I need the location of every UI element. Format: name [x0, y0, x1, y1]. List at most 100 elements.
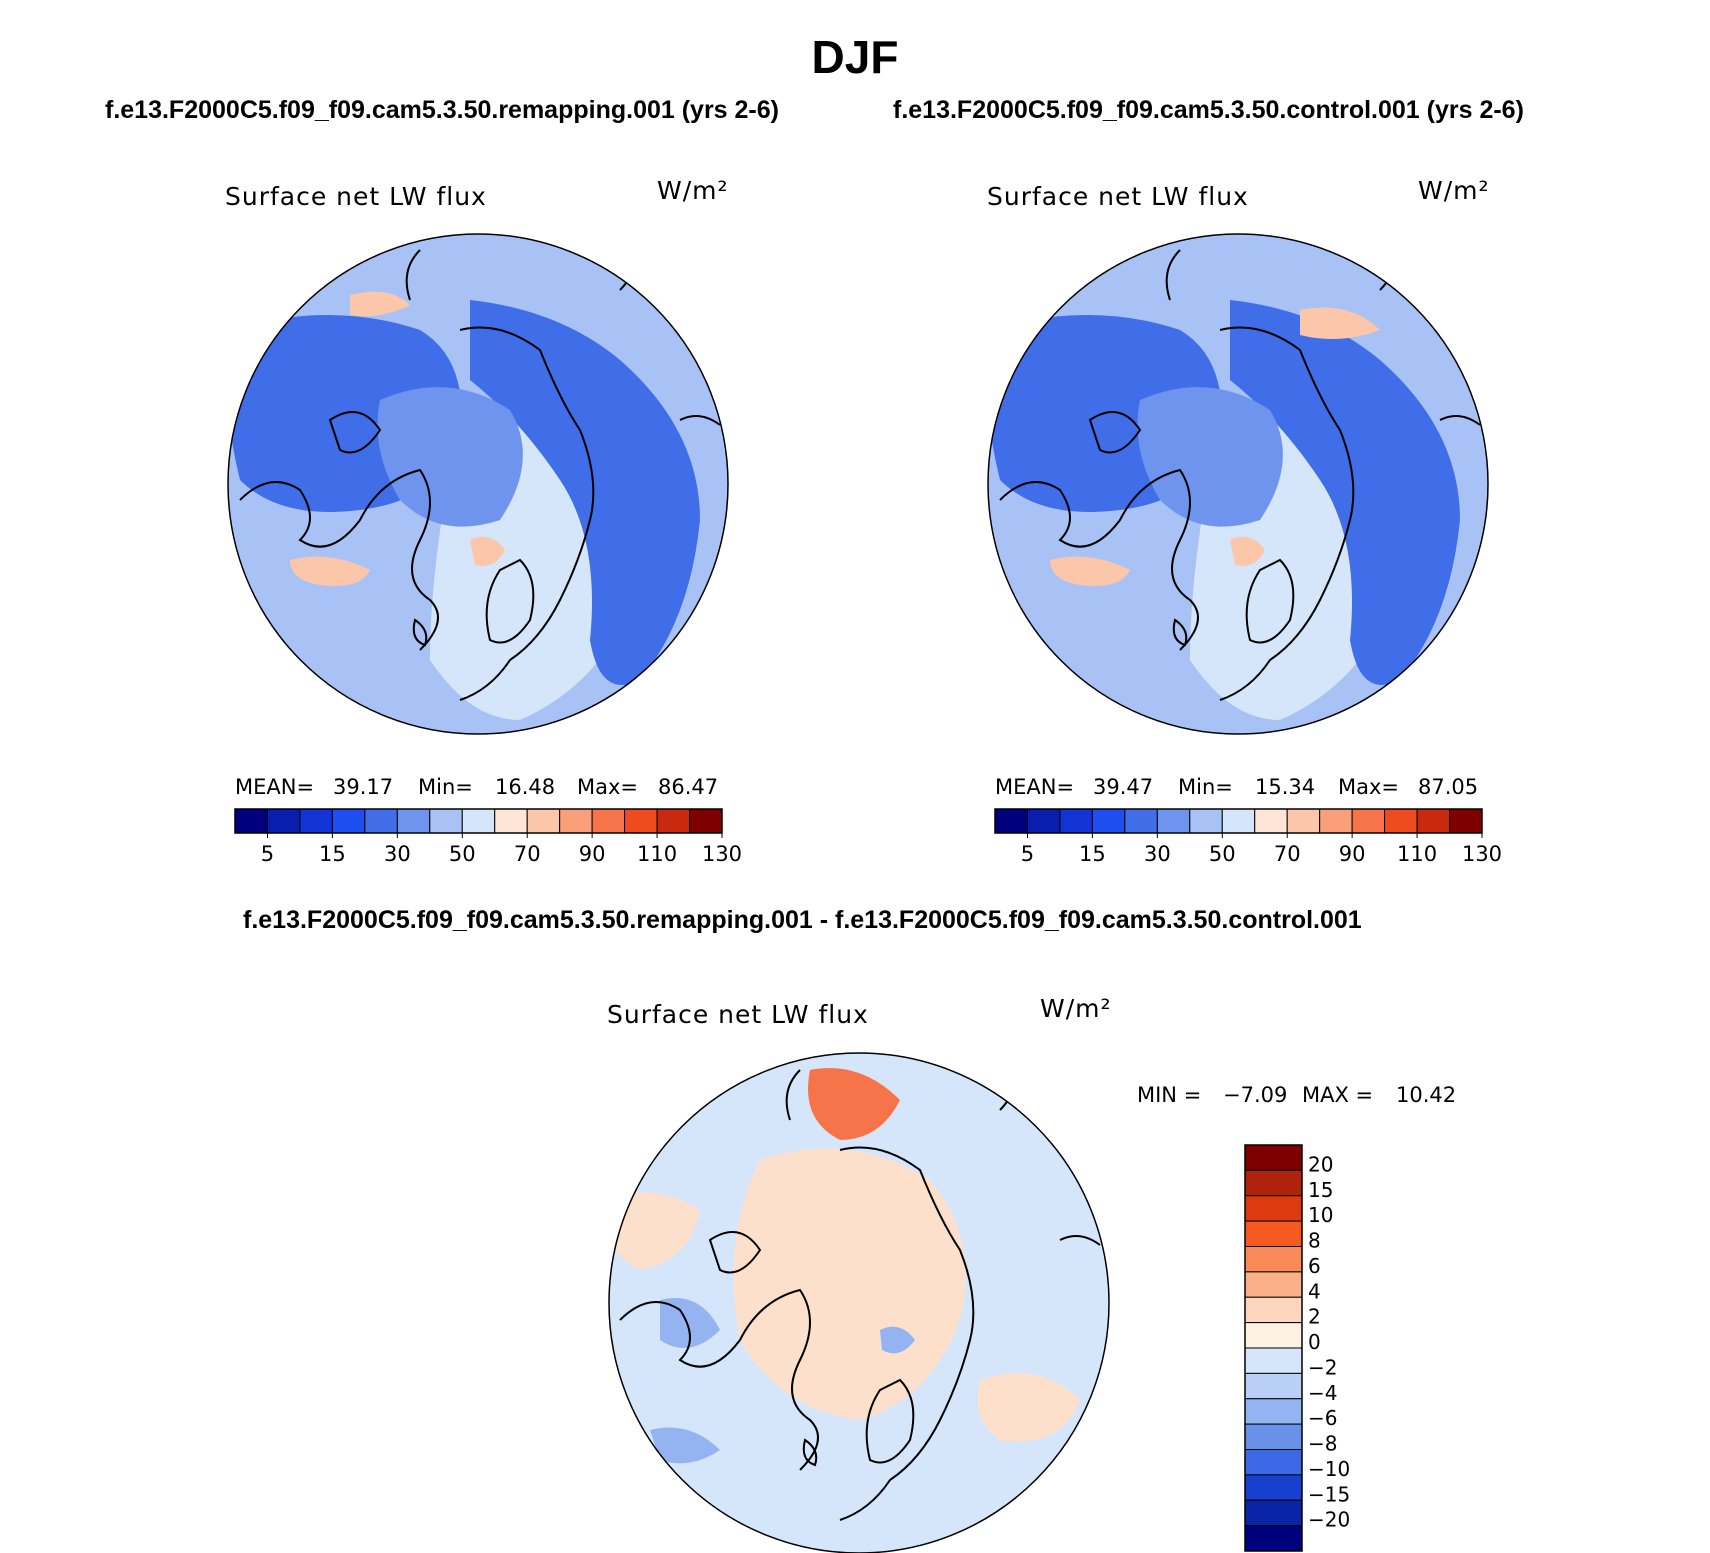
panel1-max-value: 86.47 [658, 775, 719, 799]
panel1-colorbar-box [234, 808, 268, 834]
panel1-colorbar-label: 5 [261, 842, 274, 866]
panel3-colorbar-box [1244, 1449, 1303, 1476]
panel2-colorbar-label: 70 [1274, 842, 1301, 866]
panel1-colorbar-box [396, 808, 431, 834]
colorbars: 5 15 30 50 70 90 110 130 5 15 30 50 70 90 110 130201510… [234, 808, 1502, 1552]
panel1-colorbar-box [331, 808, 366, 834]
panel2-colorbar-box [1091, 808, 1126, 834]
panel2-min-value: 15.34 [1255, 775, 1316, 799]
panel3-colorbar-box [1244, 1347, 1303, 1374]
panel1-colorbar-box [266, 808, 301, 834]
panel3-colorbar-label: 2 [1308, 1305, 1321, 1329]
panel2-colorbar-label: 50 [1209, 842, 1236, 866]
panel1-coastlines [239, 249, 721, 701]
panel2-mean-value: 39.47 [1093, 775, 1154, 799]
panel1-max-label: Max= [577, 775, 639, 799]
panel3-cool-patch-c [650, 1427, 720, 1464]
panel3-min-label: MIN = [1137, 1083, 1202, 1107]
panel1-min-value: 16.48 [495, 775, 556, 799]
panel3-colorbar-label: 4 [1308, 1279, 1321, 1303]
panel2-min-label: Min= [1178, 775, 1233, 799]
panel1-mean-value: 39.17 [333, 775, 394, 799]
panel1-colorbar-box [461, 808, 496, 834]
panel1-colorbar-box [656, 808, 691, 834]
panel3-units-label: W/m² [1040, 994, 1112, 1023]
panel2-colorbar-box [1124, 808, 1158, 834]
panel1-variable-label: Surface net LW flux [225, 182, 487, 211]
panel3-colorbar-frame [1244, 1144, 1303, 1552]
panel3-colorbar-box [1244, 1322, 1303, 1349]
panel1-map-border [227, 233, 729, 735]
panel2-colorbar-label: 110 [1397, 842, 1437, 866]
panel2-warm-patch-a [1050, 556, 1130, 586]
panel2-colorbar-box [1059, 808, 1093, 834]
panel3-colorbar-label: −6 [1308, 1406, 1337, 1430]
panel2-colorbar-box [1384, 808, 1418, 834]
panel2-colorbar-label: 5 [1021, 842, 1034, 866]
panel2-colorbar-label: 90 [1339, 842, 1366, 866]
map-panel3 [608, 1052, 1110, 1553]
panel2-colorbar-box [1416, 808, 1451, 834]
panel3-colorbar-label: −4 [1308, 1381, 1337, 1405]
panel1-colorbar-box [559, 808, 593, 834]
panel2-colorbar-box [1449, 808, 1483, 834]
panel2-arctic-basin [1137, 387, 1283, 527]
panel1-arctic-basin [377, 387, 523, 527]
panel2-colorbar-box [1254, 808, 1288, 834]
panel2-coastlines [999, 249, 1481, 701]
panel3-colorbar-label: −8 [1308, 1432, 1337, 1456]
panel1-min-label: Min= [418, 775, 473, 799]
panel3-colorbar-label: −20 [1308, 1508, 1350, 1532]
panel2-max-label: Max= [1338, 775, 1400, 799]
diff-case-title: f.e13.F2000C5.f09_f09.cam5.3.50.remappin… [243, 906, 1362, 934]
panel2-map-border [987, 233, 1489, 735]
panel2-colorbar-box [1351, 808, 1386, 834]
panel1-colorbar-box [526, 808, 561, 834]
panel3-colorbar-label: 0 [1308, 1330, 1321, 1354]
panel2-colorbar-box [1286, 808, 1321, 834]
panel2-warm-patch-b [1230, 536, 1265, 566]
panel2-colorbar-box [994, 808, 1028, 834]
panel3-hot-spot [808, 1068, 900, 1140]
panel1-colorbar-label: 15 [319, 842, 346, 866]
panel2-field [988, 234, 1488, 734]
panel2-colorbar-label: 130 [1462, 842, 1502, 866]
panel3-colorbar-box [1244, 1246, 1303, 1273]
panel1-field [228, 234, 728, 734]
panel1-colorbar-box [494, 808, 528, 834]
panel3-colorbar-box [1244, 1372, 1303, 1400]
panel3-variable-label: Surface net LW flux [607, 1000, 869, 1029]
panel1-mean-label: MEAN= [235, 775, 315, 799]
panel2-variable-label: Surface net LW flux [987, 182, 1249, 211]
panel3-colorbar-box [1244, 1525, 1303, 1552]
panel3-colorbar-box [1244, 1195, 1303, 1222]
panel1-colorbar-frame [234, 808, 723, 834]
panel3-colorbar-label: 8 [1308, 1229, 1321, 1253]
panel2-colorbar-label: 30 [1144, 842, 1171, 866]
panel2-warm-patch-c [1300, 307, 1380, 339]
panel1-colorbar-box [689, 808, 723, 834]
figure-title: DJF [811, 31, 899, 83]
panel1-colorbar-box [591, 808, 626, 834]
map-panel2 [987, 233, 1489, 735]
panel2-colorbar-box [1189, 808, 1223, 834]
panel2-colorbar-frame [994, 808, 1483, 834]
panel3-colorbar-box [1244, 1169, 1303, 1197]
panel3-colorbar-label: −15 [1308, 1482, 1350, 1506]
panel1-colorbar-box [624, 808, 658, 834]
panel3-colorbar-box [1244, 1474, 1303, 1501]
panel3-colorbar-label: 6 [1308, 1254, 1321, 1278]
left-case-title: f.e13.F2000C5.f09_f09.cam5.3.50.remappin… [105, 96, 779, 124]
panel3-map-border [608, 1052, 1110, 1553]
panel1-eurasia-blue [470, 300, 700, 685]
panel1-colorbar-label: 130 [702, 842, 742, 866]
panel1-colorbar-box [299, 808, 333, 834]
panel3-colorbar-box [1244, 1296, 1303, 1324]
panel3-colorbar-box [1244, 1398, 1303, 1425]
panel3-cool-patch-b [880, 1326, 915, 1354]
panel1-warm-patch-a [290, 556, 370, 586]
panel3-colorbar-box [1244, 1220, 1303, 1247]
panel1-units-label: W/m² [657, 176, 729, 205]
panel3-colorbar-label: 15 [1308, 1178, 1333, 1202]
